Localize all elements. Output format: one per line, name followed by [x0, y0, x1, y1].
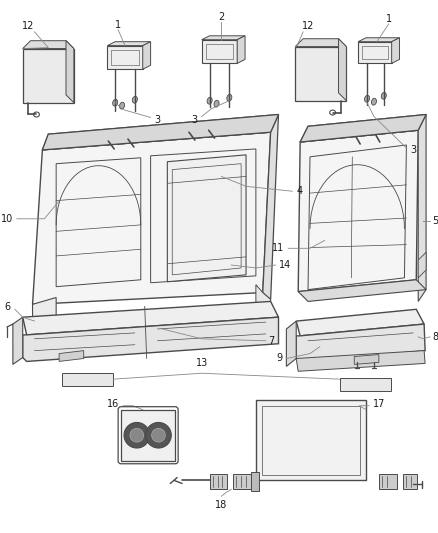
Text: 14: 14 [279, 260, 291, 270]
Polygon shape [66, 41, 74, 103]
Ellipse shape [227, 94, 232, 101]
Polygon shape [23, 302, 279, 335]
Circle shape [263, 467, 268, 474]
Text: 3: 3 [155, 116, 161, 125]
Polygon shape [296, 309, 424, 336]
Ellipse shape [214, 100, 219, 107]
Polygon shape [42, 115, 279, 150]
Text: 3: 3 [410, 145, 417, 155]
Text: 1: 1 [385, 14, 392, 24]
Polygon shape [121, 410, 175, 461]
Circle shape [152, 429, 166, 442]
Polygon shape [32, 297, 56, 329]
Polygon shape [23, 41, 74, 49]
Text: 8: 8 [432, 332, 438, 342]
Polygon shape [418, 115, 426, 302]
Ellipse shape [183, 126, 191, 131]
Polygon shape [23, 317, 279, 361]
Polygon shape [298, 280, 426, 302]
Polygon shape [418, 252, 426, 278]
Polygon shape [237, 36, 245, 63]
Text: 9: 9 [276, 353, 283, 364]
Polygon shape [210, 474, 227, 489]
Polygon shape [339, 378, 391, 391]
Polygon shape [379, 474, 396, 489]
Polygon shape [286, 321, 296, 366]
Text: 3: 3 [192, 116, 198, 125]
Polygon shape [107, 46, 143, 69]
Text: 13: 13 [196, 358, 208, 368]
Ellipse shape [371, 98, 377, 105]
Circle shape [146, 423, 171, 448]
Polygon shape [300, 115, 426, 142]
Text: 2: 2 [218, 12, 225, 22]
Text: 12: 12 [22, 21, 35, 31]
Text: 10: 10 [0, 214, 13, 224]
Polygon shape [358, 42, 392, 63]
Polygon shape [354, 354, 379, 365]
Polygon shape [202, 36, 245, 40]
Polygon shape [59, 351, 84, 361]
Ellipse shape [381, 92, 386, 99]
Polygon shape [296, 324, 425, 362]
Circle shape [130, 429, 144, 442]
Ellipse shape [132, 96, 138, 103]
Text: 12: 12 [302, 21, 314, 31]
Ellipse shape [354, 132, 360, 136]
Polygon shape [358, 38, 399, 42]
Circle shape [263, 407, 268, 413]
Ellipse shape [207, 98, 212, 104]
Polygon shape [251, 472, 259, 491]
Ellipse shape [203, 124, 211, 129]
Ellipse shape [113, 99, 118, 106]
Polygon shape [202, 40, 237, 63]
Polygon shape [23, 49, 74, 103]
Polygon shape [403, 474, 417, 489]
Polygon shape [62, 373, 113, 386]
Polygon shape [339, 39, 346, 101]
Ellipse shape [120, 102, 125, 109]
Polygon shape [295, 46, 346, 101]
Text: 11: 11 [272, 243, 284, 253]
Polygon shape [233, 474, 251, 489]
Polygon shape [296, 351, 425, 372]
Polygon shape [143, 42, 151, 69]
Polygon shape [32, 132, 271, 304]
Polygon shape [13, 317, 23, 365]
Text: 7: 7 [268, 336, 275, 346]
Text: 16: 16 [107, 399, 119, 409]
Ellipse shape [364, 95, 370, 102]
Ellipse shape [104, 136, 112, 142]
Text: 1: 1 [115, 20, 121, 30]
Polygon shape [256, 400, 366, 480]
Polygon shape [256, 285, 271, 317]
Ellipse shape [124, 135, 132, 140]
Circle shape [124, 423, 150, 448]
Polygon shape [298, 130, 418, 292]
Polygon shape [107, 42, 151, 46]
Polygon shape [263, 115, 279, 300]
Text: 6: 6 [5, 302, 11, 312]
Polygon shape [42, 115, 279, 150]
Polygon shape [295, 39, 346, 46]
Polygon shape [300, 115, 426, 142]
Ellipse shape [374, 130, 380, 135]
Text: 17: 17 [373, 399, 385, 409]
Polygon shape [392, 38, 399, 63]
Text: 4: 4 [296, 186, 302, 196]
Text: 18: 18 [215, 500, 228, 510]
Polygon shape [167, 155, 246, 282]
Text: 5: 5 [432, 216, 438, 226]
